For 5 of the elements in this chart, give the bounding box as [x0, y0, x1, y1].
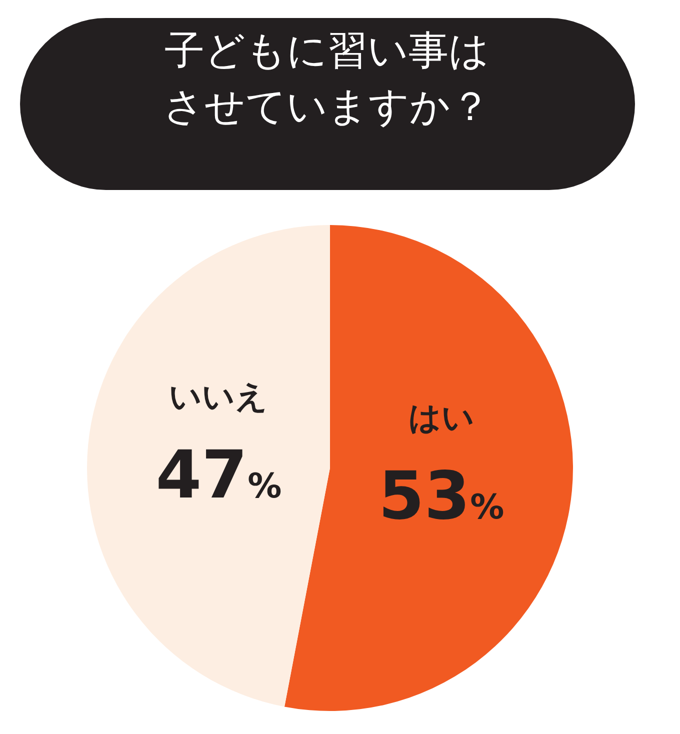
data-label: 47%	[156, 436, 282, 514]
data-label: 53%	[378, 458, 504, 535]
slice-label: はい	[408, 398, 474, 437]
chart-title: 子どもに習い事はさせていますか？	[164, 28, 490, 130]
slice-label: いいえ	[169, 377, 268, 416]
